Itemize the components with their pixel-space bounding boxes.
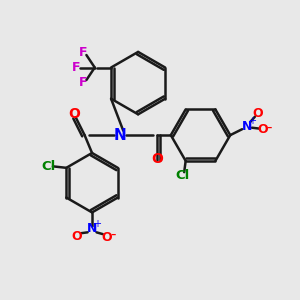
Text: -: - bbox=[267, 119, 272, 134]
Text: O: O bbox=[71, 230, 82, 243]
Text: -: - bbox=[110, 227, 116, 242]
Text: O: O bbox=[152, 152, 164, 166]
Text: O: O bbox=[253, 107, 263, 120]
Text: Cl: Cl bbox=[41, 160, 56, 173]
Text: O: O bbox=[101, 231, 112, 244]
Text: Cl: Cl bbox=[176, 169, 190, 182]
Text: F: F bbox=[72, 61, 81, 74]
Text: N: N bbox=[242, 120, 252, 133]
Text: N: N bbox=[87, 222, 97, 235]
Text: F: F bbox=[79, 46, 88, 59]
Text: N: N bbox=[114, 128, 127, 142]
Text: +: + bbox=[93, 219, 101, 229]
Text: O: O bbox=[258, 123, 268, 136]
Text: +: + bbox=[248, 116, 256, 126]
Text: F: F bbox=[79, 76, 88, 89]
Text: O: O bbox=[68, 107, 80, 121]
